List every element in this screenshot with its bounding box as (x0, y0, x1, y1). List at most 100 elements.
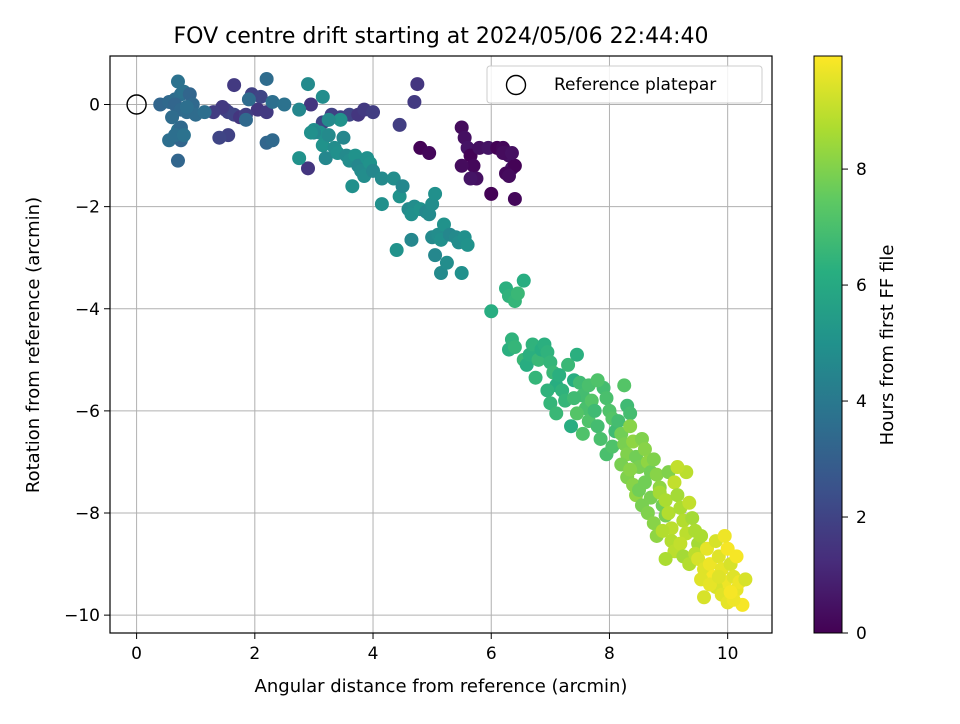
colorbar-tick-label: 6 (856, 276, 867, 296)
data-point (428, 248, 443, 263)
data-point (259, 71, 274, 86)
data-point (170, 153, 185, 168)
data-point (422, 146, 437, 161)
data-point (566, 391, 581, 406)
data-point (303, 97, 318, 112)
data-point (605, 439, 620, 454)
data-point (507, 340, 522, 355)
data-point (637, 475, 652, 490)
legend-box (486, 65, 763, 104)
data-point (590, 373, 605, 388)
data-point (238, 112, 253, 127)
data-point (345, 179, 360, 194)
data-point (336, 130, 351, 145)
data-point (439, 255, 454, 270)
data-point (392, 117, 407, 132)
data-point (333, 112, 348, 127)
data-point (738, 572, 753, 587)
y-tick-label: −6 (75, 402, 100, 422)
data-point (504, 146, 519, 161)
colorbar-ticks: 0 2 4 6 8 (842, 160, 867, 644)
data-point (685, 511, 700, 526)
data-point (623, 462, 638, 477)
x-tick-label: 8 (604, 644, 615, 664)
data-point (460, 237, 475, 252)
data-point (623, 419, 638, 434)
data-point (404, 232, 419, 247)
data-point (301, 161, 316, 176)
data-point (176, 128, 191, 143)
reference-marker (126, 94, 147, 115)
data-point (484, 304, 499, 319)
data-point (179, 100, 194, 115)
data-point (661, 506, 676, 521)
data-point (292, 151, 307, 166)
data-point (410, 77, 425, 92)
data-point (590, 419, 605, 434)
reference-marker-group (126, 94, 147, 115)
data-point (301, 77, 316, 92)
data-point (528, 370, 543, 385)
data-point (318, 151, 333, 166)
legend-entry-label: Reference platepar (554, 75, 716, 95)
data-point (575, 426, 590, 441)
data-point (617, 378, 632, 393)
data-point (543, 396, 558, 411)
y-axis-ticks: 0 −2 −4 −6 −8 −10 (64, 96, 110, 626)
colorbar-tick-label: 8 (856, 160, 867, 180)
data-point (303, 125, 318, 140)
y-axis-label: Rotation from reference (arcmin) (23, 197, 44, 493)
chart-title: FOV centre drift starting at 2024/05/06 … (174, 24, 709, 49)
data-point (366, 105, 381, 120)
data-point (655, 523, 670, 538)
data-point (549, 406, 564, 421)
colorbar: 0 2 4 6 8 Hours from first FF file (813, 55, 898, 644)
colorbar-gradient (813, 55, 843, 634)
x-axis-label: Angular distance from reference (arcmin) (255, 676, 628, 697)
data-point (389, 243, 404, 258)
data-point (241, 92, 256, 107)
data-point (463, 171, 478, 186)
data-point (682, 495, 697, 510)
legend: Reference platepar (486, 65, 763, 104)
data-point (259, 105, 274, 120)
colorbar-tick-label: 2 (856, 508, 867, 528)
data-point (507, 191, 522, 206)
y-tick-label: −10 (64, 606, 100, 626)
data-point (395, 179, 410, 194)
x-tick-label: 6 (486, 644, 497, 664)
x-axis-ticks: 0 2 4 6 8 10 (131, 633, 738, 664)
y-tick-label: 0 (89, 96, 100, 116)
data-point (646, 452, 661, 467)
colorbar-label: Hours from first FF file (877, 245, 898, 446)
x-tick-label: 10 (717, 644, 739, 664)
data-point (454, 158, 469, 173)
data-point (723, 585, 738, 600)
data-point (436, 217, 451, 232)
data-point (466, 158, 481, 173)
data-point (374, 171, 389, 186)
data-point (265, 133, 280, 148)
data-point (265, 94, 280, 109)
data-point (569, 406, 584, 421)
data-point (667, 475, 682, 490)
data-point (454, 266, 469, 281)
data-point (587, 403, 602, 418)
x-tick-label: 2 (249, 644, 260, 664)
data-point (658, 493, 673, 508)
y-tick-label: −4 (75, 300, 100, 320)
data-point (428, 186, 443, 201)
data-point (407, 94, 422, 109)
data-point (694, 528, 709, 543)
data-point (697, 590, 712, 605)
data-point (212, 130, 227, 145)
data-point (569, 347, 584, 362)
x-tick-label: 0 (131, 644, 142, 664)
colorbar-tick-label: 4 (856, 392, 867, 412)
data-point (253, 89, 268, 104)
data-point (484, 186, 499, 201)
data-point (670, 488, 685, 503)
data-point (374, 197, 389, 212)
